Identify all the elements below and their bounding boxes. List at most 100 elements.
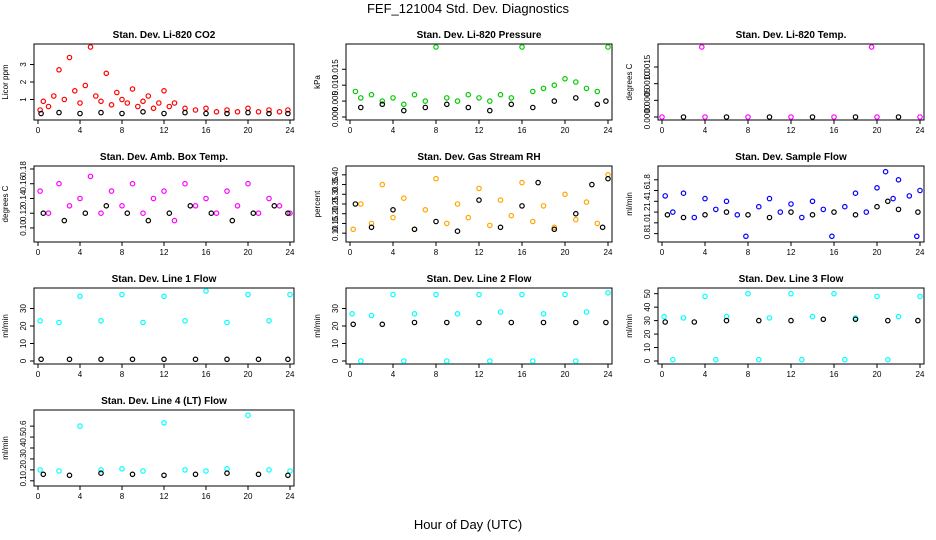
- x-tick-label: 8: [434, 248, 439, 257]
- y-tick-label: 10: [643, 343, 652, 352]
- data-point: [884, 356, 891, 363]
- data-point: [77, 100, 83, 106]
- data-point: [680, 114, 687, 120]
- data-point: [66, 356, 73, 363]
- data-point: [119, 291, 125, 298]
- y-tick-label: 0.0005: [643, 88, 652, 113]
- data-point: [352, 201, 359, 207]
- data-point: [250, 210, 257, 217]
- data-point: [698, 44, 705, 50]
- data-point: [411, 319, 418, 326]
- plot-frame: [657, 287, 925, 365]
- series-3: [669, 356, 891, 363]
- data-point: [603, 98, 609, 104]
- data-point: [831, 209, 837, 215]
- y-tick-label: 0.1: [19, 475, 28, 487]
- data-point: [61, 96, 68, 103]
- data-point: [187, 203, 194, 209]
- data-point: [874, 185, 880, 191]
- data-point: [874, 114, 880, 120]
- x-tick-label: 24: [286, 370, 295, 379]
- data-point: [87, 173, 94, 180]
- x-tick-label: 20: [244, 492, 253, 501]
- series-2: [662, 316, 921, 325]
- data-point: [874, 203, 880, 210]
- data-point: [669, 356, 676, 363]
- data-point: [562, 191, 568, 198]
- data-point: [37, 317, 43, 324]
- data-point: [915, 209, 921, 215]
- data-point: [913, 233, 920, 240]
- data-point: [182, 317, 188, 324]
- data-point: [285, 356, 291, 363]
- x-tick-label: 20: [561, 248, 570, 257]
- data-point: [529, 88, 536, 95]
- data-point: [208, 210, 215, 217]
- series-3: [357, 358, 579, 364]
- chart-title: Stan. Dev. Sample Flow: [735, 152, 847, 163]
- data-point: [285, 107, 291, 113]
- data-point: [572, 319, 579, 326]
- data-point: [287, 468, 293, 474]
- data-point: [56, 468, 62, 474]
- data-point: [755, 317, 762, 324]
- data-point: [788, 114, 794, 120]
- x-tick-label: 12: [160, 126, 169, 135]
- data-point: [203, 195, 209, 202]
- x-tick-label: 12: [160, 492, 169, 501]
- data-point: [119, 110, 125, 117]
- data-point: [72, 88, 78, 94]
- y-axis-label: ml/min: [313, 314, 322, 338]
- data-point: [766, 214, 773, 221]
- data-point: [540, 310, 547, 317]
- data-point: [745, 114, 751, 120]
- data-point: [497, 197, 504, 203]
- y-axis-label: degrees C: [1, 185, 10, 222]
- data-point: [486, 358, 493, 364]
- data-point: [829, 233, 835, 240]
- data-point: [161, 110, 167, 117]
- y-axis-label: ml/min: [1, 314, 10, 338]
- data-point: [140, 98, 146, 105]
- data-point: [572, 95, 579, 101]
- y-tick-label: 30: [19, 304, 28, 313]
- series-2: [38, 356, 291, 363]
- data-point: [680, 214, 687, 221]
- chart-title: Stan. Dev. Line 2 Flow: [427, 274, 532, 285]
- data-point: [422, 207, 429, 213]
- data-point: [820, 316, 827, 323]
- x-tick-label: 16: [830, 126, 839, 135]
- data-point: [224, 107, 230, 113]
- x-tick-label: 16: [202, 370, 211, 379]
- data-point: [166, 210, 173, 217]
- data-point: [368, 312, 375, 319]
- data-point: [192, 107, 199, 113]
- data-point: [605, 44, 611, 50]
- y-tick-label: 1.4: [643, 195, 652, 207]
- data-point: [234, 109, 241, 115]
- y-tick-label: 0.5: [19, 431, 28, 443]
- data-point: [723, 317, 730, 324]
- data-point: [357, 358, 364, 364]
- data-point: [161, 419, 167, 426]
- y-tick-label: 0.14: [19, 190, 28, 206]
- x-tick-label: 12: [787, 126, 796, 135]
- data-point: [56, 67, 62, 73]
- data-point: [119, 465, 125, 472]
- data-point: [508, 101, 515, 108]
- data-point: [255, 471, 262, 478]
- y-tick-label: 10: [19, 339, 28, 348]
- data-point: [863, 209, 870, 215]
- x-tick-label: 16: [830, 248, 839, 257]
- series-2: [40, 203, 291, 224]
- y-tick-label: 30: [331, 304, 340, 313]
- data-point: [454, 201, 461, 207]
- x-tick-label: 8: [434, 370, 439, 379]
- y-axis-label: ml/min: [1, 436, 10, 460]
- data-point: [368, 91, 375, 98]
- x-tick-label: 0: [36, 370, 41, 379]
- y-tick-label: 0.015: [331, 59, 340, 80]
- data-point: [766, 195, 773, 202]
